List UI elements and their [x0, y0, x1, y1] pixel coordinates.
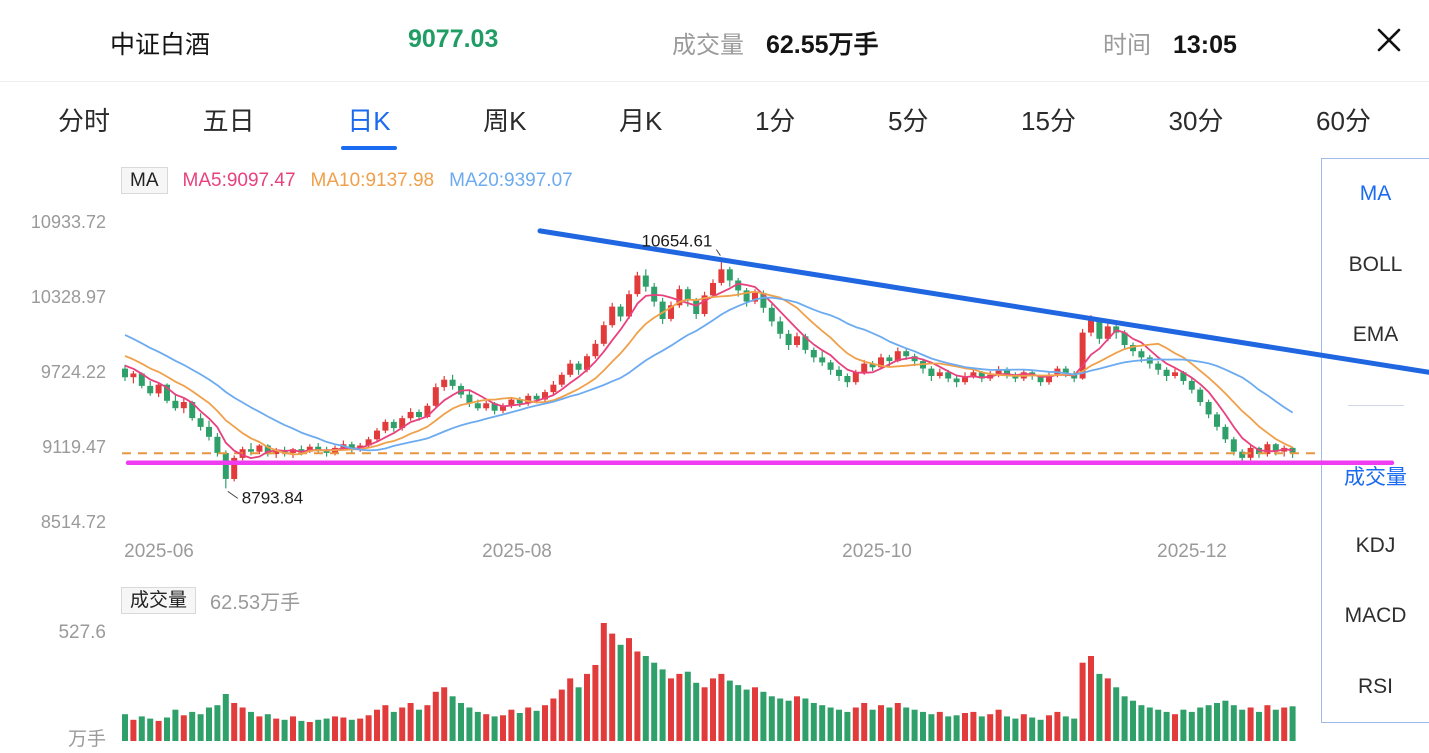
ma5-value: MA5:9097.47 — [182, 169, 296, 191]
x-axis-label: 2025-06 — [124, 541, 194, 562]
close-icon — [1377, 28, 1401, 52]
volume-caption: 成交量 — [672, 32, 744, 59]
header-volume: 成交量 62.55万手 — [672, 25, 879, 61]
volume-axis-max: 527.6 — [58, 622, 106, 643]
topbar: 中证白酒 9077.03 成交量 62.55万手 时间 13:05 — [0, 0, 1429, 81]
x-axis-label: 2025-08 — [482, 541, 552, 562]
tab-5min[interactable]: 5分 — [888, 106, 929, 136]
y-axis-label: 9724.22 — [40, 362, 106, 382]
indicator-macd[interactable]: MACD — [1344, 604, 1407, 628]
tab-15min[interactable]: 15分 — [1021, 106, 1076, 136]
tab-week-k[interactable]: 周K — [483, 106, 527, 136]
volume-pane-value: 62.53万手 — [210, 592, 301, 614]
volume-pane-header: 成交量 62.53万手 — [121, 586, 300, 615]
indicator-ma[interactable]: MA — [1359, 182, 1392, 206]
indicator-kdj[interactable]: KDJ — [1355, 534, 1396, 558]
tab-1min[interactable]: 1分 — [754, 106, 796, 136]
ma10-value: MA10:9137.98 — [310, 169, 435, 191]
y-axis-label: 9119.47 — [42, 437, 106, 457]
x-axis-label: 2025-10 — [842, 541, 912, 562]
indicator-ema[interactable]: EMA — [1352, 322, 1399, 346]
ma-legend-box: MA — [121, 167, 168, 194]
ma20-value: MA20:9397.07 — [449, 169, 573, 191]
time-value: 13:05 — [1173, 31, 1237, 59]
time-caption: 时间 — [1103, 32, 1151, 59]
instrument-title: 中证白酒 — [110, 31, 211, 59]
indicator-volume[interactable]: 成交量 — [1344, 465, 1407, 489]
tab-30min[interactable]: 30分 — [1168, 106, 1224, 136]
x-axis-label: 2025-12 — [1157, 541, 1227, 562]
volume-axis-unit: 万手 — [67, 729, 106, 750]
y-axis-label: 8514.72 — [40, 512, 106, 532]
kline-plot-area[interactable] — [0, 158, 1321, 578]
indicator-boll[interactable]: BOLL — [1348, 252, 1403, 276]
tab-month-k[interactable]: 月K — [619, 106, 663, 136]
volume-value: 62.55万手 — [766, 31, 879, 59]
header-time: 时间 13:05 — [1103, 25, 1237, 60]
current-price: 9077.03 — [408, 25, 499, 53]
tab-five-day[interactable]: 五日 — [202, 106, 255, 136]
indicator-divider — [1322, 370, 1429, 440]
tab-time-share[interactable]: 分时 — [58, 106, 111, 136]
y-axis-label: 10933.72 — [30, 212, 106, 232]
close-button[interactable] — [1369, 20, 1409, 60]
tab-60min[interactable]: 60分 — [1316, 106, 1371, 136]
indicator-rsi[interactable]: RSI — [1357, 674, 1393, 698]
indicator-panel: MA BOLL EMA 成交量 KDJ MACD RSI — [1321, 158, 1429, 723]
y-axis-label: 10328.97 — [30, 287, 106, 307]
volume-pane-label: 成交量 — [121, 587, 197, 614]
ma-legend: MA MA5:9097.47 MA10:9137.98 MA20:9397.07 — [121, 167, 573, 194]
period-tabbar: 分时 五日 日K 周K 月K 1分 5分 15分 30分 60分 — [0, 81, 1429, 157]
tab-day-k[interactable]: 日K — [341, 82, 397, 157]
